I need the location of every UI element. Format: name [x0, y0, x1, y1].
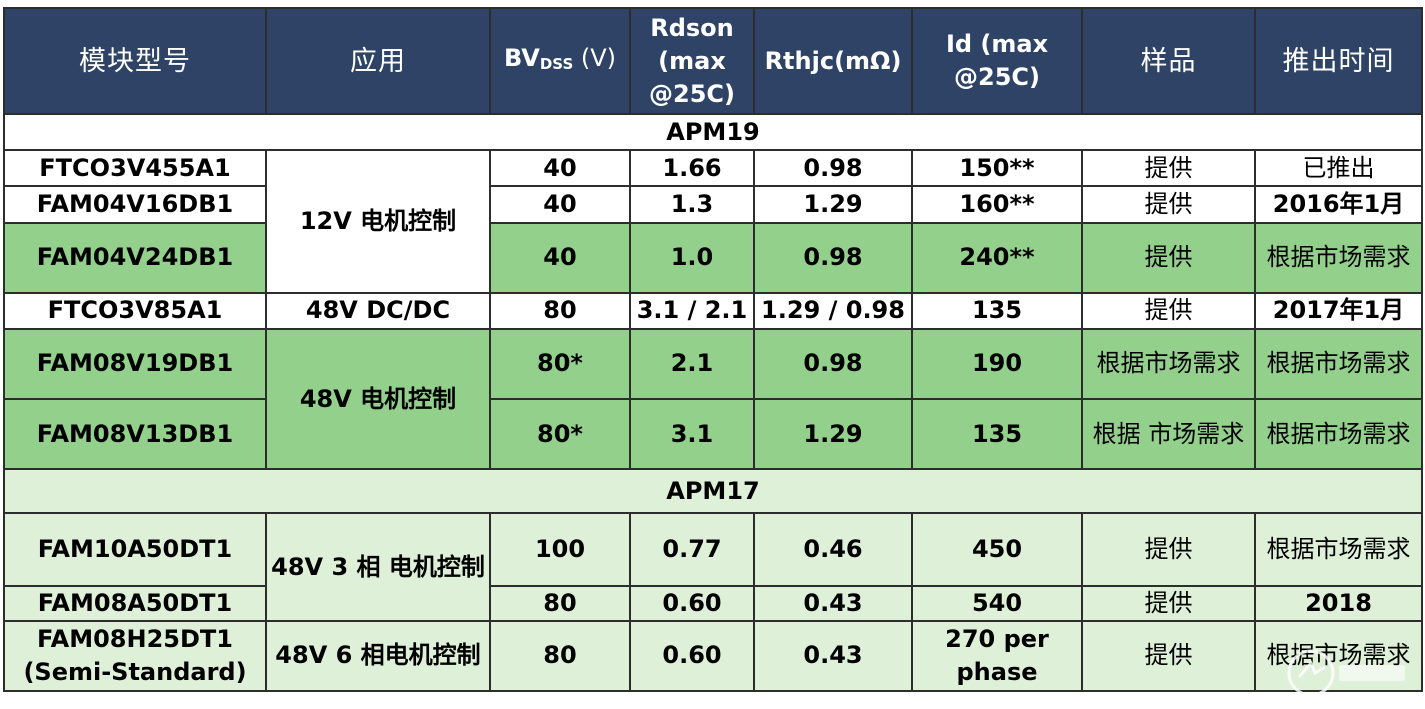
- id-cell: 450: [911, 512, 1083, 587]
- header-rthjc: Rthjc(mΩ): [753, 6, 913, 116]
- launch-cell: 根据市场需求: [1254, 398, 1423, 471]
- application-cell: 48V 6 相电机控制: [265, 619, 491, 693]
- bvdss-cell: 40: [489, 185, 631, 224]
- bvdss-cell: 80: [489, 619, 631, 693]
- sample-cell: 根据 市场需求: [1081, 398, 1256, 471]
- rdson-cell: 1.66: [629, 149, 755, 188]
- id-cell: 135: [911, 398, 1083, 471]
- sample-cell: 提供: [1081, 584, 1256, 622]
- header-model: 模块型号: [3, 6, 267, 116]
- sample-cell: 提供: [1081, 149, 1256, 188]
- launch-cell: 根据市场需求: [1254, 221, 1423, 294]
- sample-cell: 提供: [1081, 185, 1256, 224]
- rdson-cell: 0.77: [629, 512, 755, 587]
- id-cell: 270 per phase: [911, 619, 1083, 693]
- section-title: APM19: [3, 113, 1423, 152]
- application-cell: 48V 3 相 电机控制: [265, 512, 491, 622]
- id-cell: 135: [911, 291, 1083, 330]
- application-cell: 48V DC/DC: [265, 291, 491, 330]
- application-cell: 12V 电机控制: [265, 149, 491, 294]
- model-cell: FAM04V24DB1: [3, 221, 267, 294]
- section-row-apm19: APM19: [3, 113, 1423, 152]
- model-cell: FAM08V19DB1: [3, 327, 267, 401]
- model-cell: FTCO3V85A1: [3, 291, 267, 330]
- rdson-cell: 1.3: [629, 185, 755, 224]
- model-cell: FAM08H25DT1 (Semi-Standard): [3, 619, 267, 693]
- header-application: 应用: [265, 6, 491, 116]
- rthjc-cell: 0.98: [753, 327, 913, 401]
- header-launch: 推出时间: [1254, 6, 1423, 116]
- id-cell: 160**: [911, 185, 1083, 224]
- table-row: FAM08H25DT1 (Semi-Standard) 48V 6 相电机控制 …: [3, 619, 1423, 693]
- section-title: APM17: [3, 468, 1423, 515]
- id-cell: 540: [911, 584, 1083, 622]
- table-row: FAM08V13DB1 80* 3.1 1.29 135 根据 市场需求 根据市…: [3, 398, 1423, 471]
- model-cell: FAM08A50DT1: [3, 584, 267, 622]
- section-row-apm17: APM17: [3, 468, 1423, 515]
- id-cell: 190: [911, 327, 1083, 401]
- rdson-cell: 3.1 / 2.1: [629, 291, 755, 330]
- rthjc-cell: 0.98: [753, 221, 913, 294]
- application-cell: 48V 电机控制: [265, 327, 491, 471]
- launch-cell: 根据市场需求: [1254, 512, 1423, 587]
- bvdss-cell: 100: [489, 512, 631, 587]
- id-cell: 240**: [911, 221, 1083, 294]
- bvdss-cell: 80*: [489, 398, 631, 471]
- header-rdson: Rdson (max @25C): [629, 6, 755, 116]
- table-row: FAM04V24DB1 40 1.0 0.98 240** 提供 根据市场需求: [3, 221, 1423, 294]
- launch-cell: 2017年1月: [1254, 291, 1423, 330]
- rthjc-cell: 1.29 / 0.98: [753, 291, 913, 330]
- sample-cell: 提供: [1081, 221, 1256, 294]
- launch-cell: 已推出: [1254, 149, 1423, 188]
- rthjc-cell: 0.46: [753, 512, 913, 587]
- bvdss-cell: 80: [489, 584, 631, 622]
- model-cell: FAM04V16DB1: [3, 185, 267, 224]
- rdson-cell: 0.60: [629, 584, 755, 622]
- table-row: FAM08A50DT1 80 0.60 0.43 540 提供 2018: [3, 584, 1423, 622]
- bvdss-cell: 80: [489, 291, 631, 330]
- rthjc-cell: 0.43: [753, 584, 913, 622]
- launch-cell: 根据市场需求: [1254, 619, 1423, 693]
- table-row: FAM04V16DB1 40 1.3 1.29 160** 提供 2016年1月: [3, 185, 1423, 224]
- header-row: 模块型号 应用 BVDSS (V) Rdson (max @25C) Rthjc…: [3, 6, 1423, 116]
- table-row: FAM08V19DB1 48V 电机控制 80* 2.1 0.98 190 根据…: [3, 327, 1423, 471]
- bvdss-cell: 80*: [489, 327, 631, 401]
- model-cell: FAM10A50DT1: [3, 512, 267, 587]
- sample-cell: 提供: [1081, 619, 1256, 693]
- launch-cell: 2018: [1254, 584, 1423, 622]
- header-id: Id (max @25C): [911, 6, 1083, 116]
- model-cell: FTCO3V455A1: [3, 149, 267, 188]
- header-bvdss: BVDSS (V): [489, 6, 631, 116]
- rthjc-cell: 1.29: [753, 185, 913, 224]
- table-row: FAM10A50DT1 48V 3 相 电机控制 100 0.77 0.46 4…: [3, 512, 1423, 622]
- table-row: FTCO3V85A1 48V DC/DC 80 3.1 / 2.1 1.29 /…: [3, 291, 1423, 330]
- rthjc-cell: 1.29: [753, 398, 913, 471]
- bvdss-cell: 40: [489, 221, 631, 294]
- rthjc-cell: 0.98: [753, 149, 913, 188]
- launch-cell: 根据市场需求: [1254, 327, 1423, 401]
- rdson-cell: 0.60: [629, 619, 755, 693]
- sample-cell: 提供: [1081, 512, 1256, 587]
- id-cell: 150**: [911, 149, 1083, 188]
- bvdss-cell: 40: [489, 149, 631, 188]
- spec-table: 模块型号 应用 BVDSS (V) Rdson (max @25C) Rthjc…: [3, 6, 1423, 693]
- sample-cell: 提供: [1081, 291, 1256, 330]
- model-cell: FAM08V13DB1: [3, 398, 267, 471]
- rthjc-cell: 0.43: [753, 619, 913, 693]
- launch-cell: 2016年1月: [1254, 185, 1423, 224]
- sample-cell: 根据市场需求: [1081, 327, 1256, 401]
- rdson-cell: 1.0: [629, 221, 755, 294]
- table-row: FTCO3V455A1 12V 电机控制 40 1.66 0.98 150** …: [3, 149, 1423, 294]
- rdson-cell: 3.1: [629, 398, 755, 471]
- header-sample: 样品: [1081, 6, 1256, 116]
- rdson-cell: 2.1: [629, 327, 755, 401]
